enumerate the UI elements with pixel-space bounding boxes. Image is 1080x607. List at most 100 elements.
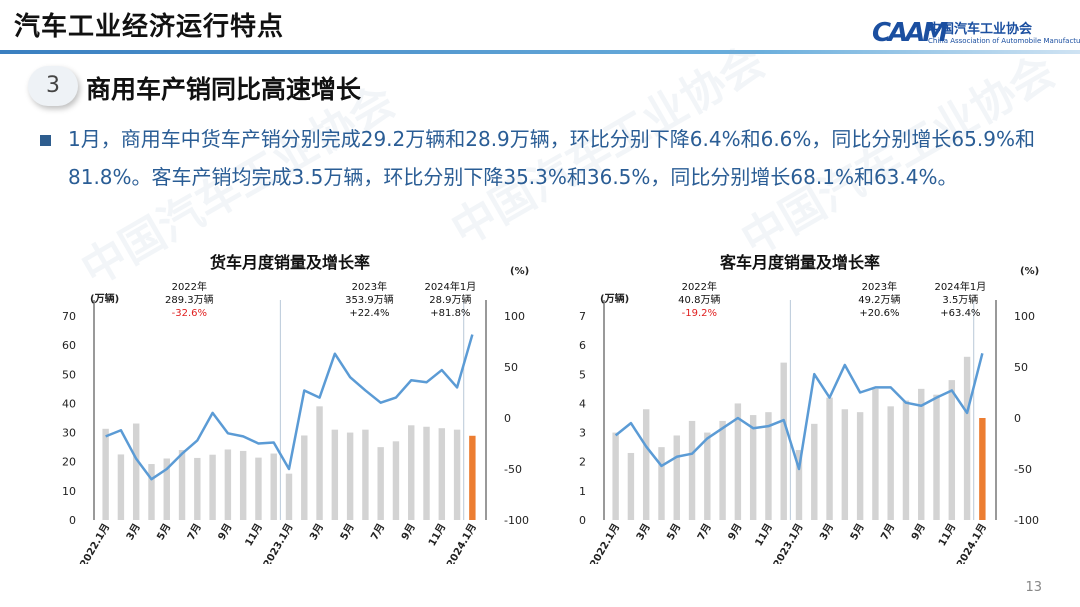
left-axis-tick-label: 1 (579, 485, 586, 498)
logo-en-text: China Association of Automobile Manufact… (928, 37, 1080, 45)
bar (673, 435, 680, 520)
left-axis-tick-label: 4 (579, 397, 586, 410)
bar (423, 426, 430, 520)
bar (688, 420, 696, 520)
bar (902, 400, 910, 520)
annotation-label: 289.3万辆 (165, 293, 214, 306)
right-axis-tick-label: -50 (504, 463, 522, 476)
bar (642, 409, 650, 520)
header-divider (0, 50, 1080, 54)
bar (209, 454, 216, 520)
x-axis-tick-label: 3月 (307, 522, 326, 543)
annotation-label: 2023年 (352, 280, 387, 293)
right-axis-tick-label: -100 (504, 514, 529, 527)
bar (627, 452, 635, 520)
bar-highlight (979, 418, 986, 520)
annotation-value: +22.4% (349, 308, 389, 319)
bar (658, 447, 665, 520)
right-axis-tick-label: 50 (1014, 361, 1028, 374)
bar-highlight (469, 435, 476, 520)
annotation-value: +20.6% (859, 308, 899, 319)
bar (887, 406, 894, 520)
bar (285, 473, 293, 520)
right-axis-tick-label: 100 (504, 310, 525, 323)
bar (780, 362, 787, 520)
x-axis-tick-label: 2023.1月 (771, 522, 806, 565)
x-axis-tick-label: 9月 (726, 522, 745, 543)
bar (765, 412, 772, 520)
x-axis-tick-label: 11月 (426, 522, 448, 549)
bar (301, 435, 308, 520)
bar (331, 429, 339, 520)
x-axis-tick-label: 9月 (909, 522, 928, 543)
x-axis-tick-label: 3月 (634, 522, 653, 543)
x-axis-tick-label: 5月 (664, 522, 683, 543)
bar (841, 409, 849, 520)
bar (239, 450, 247, 520)
left-axis-tick-label: 3 (579, 427, 586, 440)
bar (933, 394, 940, 520)
left-axis-tick-label: 70 (62, 310, 76, 323)
annotation-label: 2024年1月 (934, 280, 986, 293)
bar (148, 464, 155, 520)
bar (224, 449, 232, 520)
x-axis-tick-label: 7月 (185, 522, 204, 543)
annotation-label: 28.9万辆 (429, 293, 471, 306)
x-axis-tick-label: 5月 (338, 522, 357, 543)
left-axis-tick-label: 2 (579, 456, 586, 469)
bar (255, 457, 262, 520)
right-axis-unit: (%) (510, 266, 529, 277)
bar (826, 397, 833, 520)
x-axis-tick-label: 11月 (243, 522, 265, 549)
left-axis-tick-label: 30 (62, 427, 76, 440)
left-axis-tick-label: 40 (62, 397, 76, 410)
x-axis-tick-label: 11月 (936, 522, 958, 549)
x-axis-tick-label: 9月 (399, 522, 418, 543)
right-axis-tick-label: -50 (1014, 463, 1032, 476)
left-axis-tick-label: 50 (62, 368, 76, 381)
growth-rate-line (105, 334, 474, 481)
bar (963, 356, 971, 520)
bullet-square-icon (40, 135, 51, 146)
left-axis-tick-label: 0 (579, 514, 586, 527)
page-title: 汽车工业经济运行特点 (14, 12, 285, 42)
x-axis-tick-label: 2022.1月 (78, 522, 113, 565)
x-axis-tick-label: 5月 (154, 522, 173, 543)
bar (270, 453, 277, 520)
x-axis-tick-label: 5月 (848, 522, 867, 543)
annotation-label: 2022年 (172, 280, 207, 293)
annotation-label: 2023年 (862, 280, 897, 293)
bar (856, 412, 864, 520)
left-axis-tick-label: 60 (62, 339, 76, 352)
annotation-value: +81.8% (430, 308, 470, 319)
x-axis-tick-label: 7月 (878, 522, 897, 543)
chart-title: 客车月度销量及增长率 (720, 253, 880, 272)
bar (453, 429, 461, 520)
bar (316, 406, 323, 520)
right-axis-tick-label: -100 (1014, 514, 1039, 527)
x-axis-tick-label: 3月 (817, 522, 836, 543)
x-axis-tick-label: 2024.1月 (444, 522, 479, 565)
bar (948, 380, 956, 520)
x-axis-tick-label: 3月 (124, 522, 143, 543)
annotation-label: 2022年 (682, 280, 717, 293)
bar (704, 432, 711, 520)
right-axis-tick-label: 0 (504, 412, 511, 425)
x-axis-tick-label: 7月 (368, 522, 387, 543)
annotation-label: 40.8万辆 (678, 293, 720, 306)
annotation-label: 2024年1月 (424, 280, 476, 293)
right-axis-tick-label: 50 (504, 361, 518, 374)
bar (918, 388, 925, 520)
x-axis-tick-label: 9月 (216, 522, 235, 543)
bar (346, 432, 354, 520)
bar (117, 454, 125, 520)
bar (377, 447, 384, 520)
bar (811, 423, 818, 520)
annotation-value: -32.6% (172, 308, 207, 319)
x-axis-tick-label: 11月 (753, 522, 775, 549)
bar (132, 423, 140, 520)
x-axis-tick-label: 2022.1月 (588, 522, 623, 565)
bar (612, 432, 619, 520)
bar (392, 441, 400, 520)
annotation-value: -19.2% (682, 308, 717, 319)
